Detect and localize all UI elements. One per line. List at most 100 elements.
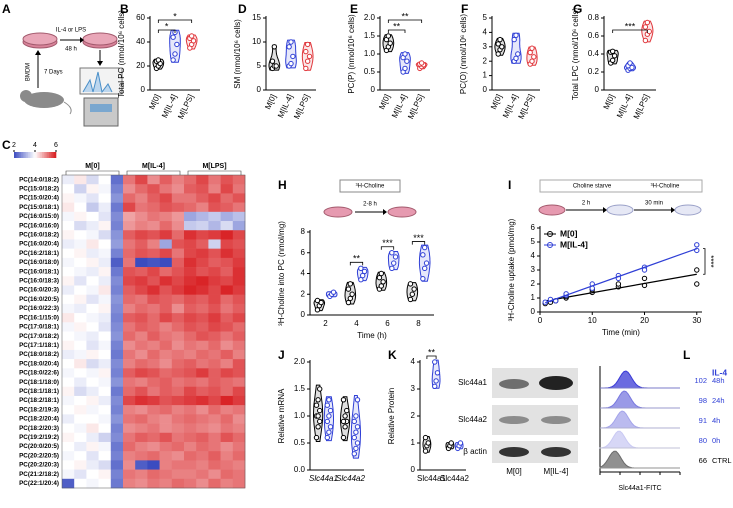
heatmap-cell	[135, 469, 148, 480]
heatmap-cell	[196, 276, 209, 286]
x-tick-label: M[0]	[489, 93, 504, 111]
colorbar-tick-label: 4	[33, 142, 37, 149]
data-point	[314, 297, 321, 304]
colorbar-segment	[14, 152, 17, 158]
heatmap-cell	[135, 257, 148, 268]
y-tick-label: 0.0	[294, 465, 306, 474]
heatmap-cell	[135, 414, 148, 424]
heatmap-cell	[232, 395, 246, 406]
heatmap-cell	[171, 340, 185, 351]
x-tick-label: M[IL-4]	[615, 93, 634, 119]
panel-label: L	[683, 348, 690, 362]
heatmap-cell	[220, 239, 234, 249]
heatmap-cell	[74, 340, 87, 351]
heatmap-cell	[110, 340, 124, 351]
heatmap-cell	[147, 303, 160, 314]
panel-label: H	[278, 178, 287, 192]
heatmap-cell	[98, 239, 112, 249]
significance-bracket	[612, 29, 648, 33]
heatmap-cell	[110, 451, 124, 461]
heatmap-cell	[98, 460, 112, 470]
heatmap-cell	[98, 322, 112, 332]
data-point	[425, 440, 431, 446]
heatmap-cell	[184, 257, 197, 268]
heatmap-cell	[135, 294, 148, 305]
flow-row-label: 0h	[712, 436, 720, 445]
band	[499, 379, 529, 389]
heatmap-cell	[159, 285, 173, 295]
heatmap-cell	[220, 441, 234, 452]
heatmap-cell	[184, 395, 197, 406]
heatmap-cell	[98, 221, 112, 231]
heatmap-cell	[147, 359, 160, 369]
data-point	[342, 413, 348, 419]
schematic-text: 30 min	[645, 201, 663, 207]
heatmap-cell	[171, 294, 185, 305]
schematic-i: Choline starve ³H-Choline 2 h 30 min	[538, 179, 703, 216]
heatmap-cell	[184, 221, 197, 231]
significance-label: **	[428, 347, 436, 357]
dendrogram	[126, 170, 181, 175]
heatmap-cell	[196, 414, 209, 424]
heatmap-cell	[208, 267, 221, 277]
colorbar-segment	[52, 152, 55, 158]
row-label: PC(15:0/18:2)	[19, 185, 59, 192]
data-point	[304, 58, 311, 64]
heatmap-cell	[220, 303, 234, 314]
data-point	[326, 413, 332, 419]
heatmap-cell	[62, 175, 75, 185]
heatmap-cell	[135, 313, 148, 323]
heatmap-cell	[196, 175, 209, 185]
heatmap-cell	[62, 257, 75, 268]
heatmap-cell	[147, 248, 160, 259]
heatmap-cell	[184, 248, 197, 259]
heatmap-cell	[208, 377, 221, 388]
heatmap-cell	[171, 441, 185, 452]
heatmap-cell	[232, 349, 246, 360]
y-tick-label: 0.5	[294, 438, 306, 447]
y-tick-label: 0	[257, 85, 262, 94]
heatmap-cell	[159, 414, 173, 424]
heatmap-cell	[62, 386, 75, 397]
heatmap-cell	[123, 285, 136, 295]
heatmap-cell	[147, 193, 160, 203]
y-tick-label: 1.5	[294, 384, 306, 393]
heatmap-cell	[110, 184, 124, 194]
heatmap-cell	[220, 230, 234, 240]
heatmap-cell	[110, 211, 124, 222]
heatmap-cell	[184, 230, 197, 240]
heatmap-cell	[86, 221, 99, 231]
heatmap-cell	[147, 184, 160, 194]
significance-bracket	[380, 246, 395, 250]
heatmap-cell	[184, 267, 197, 277]
heatmap-cell	[98, 257, 112, 268]
arrow-head	[383, 209, 387, 215]
heatmap-cell	[123, 313, 136, 323]
significance-label: **	[401, 11, 409, 21]
schematic-text: 7 Days	[44, 70, 63, 76]
heatmap-cell	[159, 331, 173, 342]
heatmap-cell	[86, 478, 99, 489]
row-label: PC(17:1/18:1)	[19, 342, 59, 349]
heatmap-cell	[98, 202, 112, 213]
data-point	[170, 34, 176, 40]
heatmap-cell	[208, 294, 221, 305]
heatmap-cell	[147, 441, 160, 452]
heatmap-cell	[147, 313, 160, 323]
y-tick-label: 1.5	[364, 31, 376, 40]
data-point	[513, 55, 519, 62]
panel-label: A	[2, 2, 11, 16]
x-tick-label: Slc44a2	[336, 474, 365, 483]
heatmap-cell	[171, 405, 185, 415]
data-point	[497, 36, 503, 43]
heatmap-frame	[61, 174, 246, 489]
mouse-tail	[63, 101, 72, 115]
chromatogram-peaks	[82, 71, 113, 94]
heatmap-cell	[123, 451, 136, 461]
heatmap-cell	[171, 331, 185, 342]
data-point	[313, 402, 320, 408]
significance-label: **	[353, 254, 361, 264]
colorbar-segment	[50, 152, 53, 158]
data-point	[286, 44, 292, 50]
significance-label: *	[165, 21, 169, 31]
